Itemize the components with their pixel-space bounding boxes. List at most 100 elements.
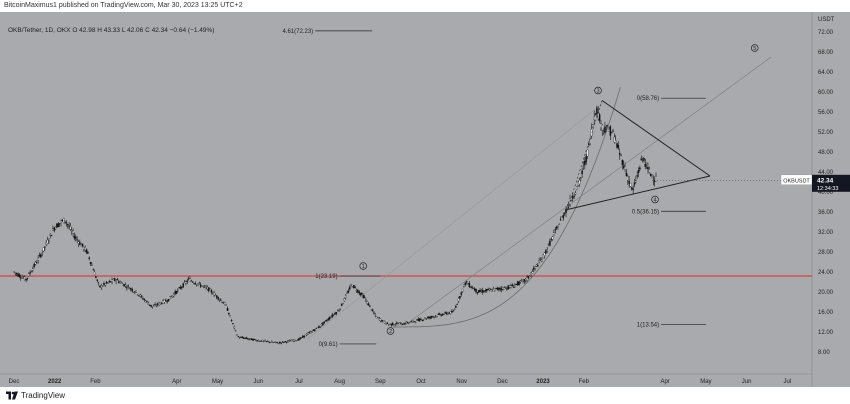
wave-label: 1 — [362, 264, 365, 270]
candle-body — [300, 337, 303, 339]
candle-body — [52, 228, 54, 231]
candle-body — [326, 320, 328, 322]
candle-body — [452, 311, 454, 313]
y-tick-label: 12.00 — [818, 330, 834, 336]
candle-body — [562, 215, 565, 219]
candle-body — [519, 280, 522, 282]
footer: TradingView — [0, 387, 850, 404]
candle-body — [327, 318, 330, 321]
candle-body — [335, 312, 338, 314]
candle-body — [201, 285, 203, 287]
candle-body — [19, 277, 22, 279]
candle-body — [60, 220, 62, 223]
candle-body — [336, 310, 339, 312]
candle-body — [101, 285, 104, 287]
candle-body — [62, 217, 65, 224]
wave-label: 3 — [597, 89, 600, 95]
candle-body — [460, 292, 463, 295]
candle-body — [338, 310, 340, 312]
candle-body — [109, 281, 112, 283]
candle-body — [269, 342, 272, 344]
y-tick-label: 40.00 — [818, 190, 834, 196]
chart-panel[interactable]: USDT 8.00 12.00 16.00 20.00 24.00 28.00 32.00 36… — [0, 12, 850, 387]
candle-body — [369, 305, 371, 307]
candle-body — [240, 336, 242, 338]
candle-body — [469, 286, 472, 288]
candle-body — [69, 226, 72, 230]
fib-level-label: 0(9.61) — [319, 342, 338, 348]
candle-body — [448, 312, 450, 314]
candle-body — [512, 286, 515, 288]
x-tick-label: 2022 — [48, 379, 62, 385]
candle-body — [18, 274, 21, 277]
candle-body — [128, 288, 131, 290]
tradingview-logo-icon — [6, 391, 18, 400]
candle-body — [322, 322, 324, 325]
candle-body — [119, 281, 121, 284]
candle-body — [49, 233, 52, 236]
candle-body — [343, 298, 346, 301]
candle-body — [645, 162, 648, 164]
candle-body — [276, 342, 278, 344]
candle-body — [459, 296, 461, 299]
candle-body — [639, 167, 641, 170]
tradingview-brand: TradingView — [21, 391, 66, 400]
candle-body — [120, 282, 123, 284]
candle-body — [613, 136, 616, 143]
candle-body — [30, 271, 33, 273]
y-tick-label: 68.00 — [818, 50, 834, 56]
candle-body — [354, 286, 356, 288]
symbol-title: OKB/Tether, 1D, OKX — [8, 27, 71, 34]
candle-body — [652, 179, 655, 181]
x-tick-label: May — [212, 379, 223, 385]
candle-body — [534, 266, 536, 269]
candle-body — [221, 301, 223, 303]
candle-body — [261, 340, 264, 342]
candle-body — [444, 312, 446, 314]
candle-body — [84, 247, 86, 251]
candle-body — [426, 317, 429, 319]
candle-body — [402, 324, 405, 325]
candle-body — [447, 313, 449, 315]
candle-body — [637, 170, 640, 173]
candle-body — [187, 278, 190, 280]
candle-body — [516, 281, 519, 285]
candle-body — [246, 338, 249, 340]
candle-body — [26, 277, 29, 279]
candle-body — [13, 271, 15, 273]
y-tick-label: 48.00 — [818, 150, 834, 156]
candle-body — [412, 320, 414, 322]
candle-body — [636, 175, 638, 177]
candle-body — [475, 288, 477, 293]
candle-body — [159, 302, 162, 304]
candle-body — [439, 313, 441, 315]
candle-body — [547, 243, 550, 245]
candle-body — [529, 275, 531, 277]
price-chart[interactable]: USDT8.0012.0016.0020.0024.0028.0032.0036… — [0, 12, 850, 387]
candle-body — [554, 229, 557, 231]
x-tick-label: Nov — [456, 379, 467, 385]
candle-body — [651, 174, 653, 176]
candle-body — [222, 302, 225, 304]
candle-body — [370, 309, 373, 311]
candle-body — [390, 323, 393, 326]
candle-body — [374, 314, 377, 316]
candle-body — [617, 145, 620, 148]
candle-body — [267, 341, 269, 343]
candle-body — [194, 283, 197, 285]
y-tick-label: 28.00 — [818, 250, 834, 256]
candle-body — [48, 240, 50, 242]
candle-body — [233, 326, 236, 329]
x-tick-label: Feb — [90, 379, 101, 385]
candle-body — [315, 327, 317, 329]
candle-body — [146, 300, 148, 302]
candle-body — [433, 316, 436, 318]
wave-label: 5 — [753, 46, 756, 52]
candle-body — [32, 268, 34, 271]
candle-body — [378, 318, 381, 321]
candle-body — [257, 340, 260, 342]
candle-body — [629, 182, 632, 187]
candle-body — [85, 249, 88, 253]
candle-body — [614, 140, 617, 144]
candle-body — [393, 324, 395, 326]
